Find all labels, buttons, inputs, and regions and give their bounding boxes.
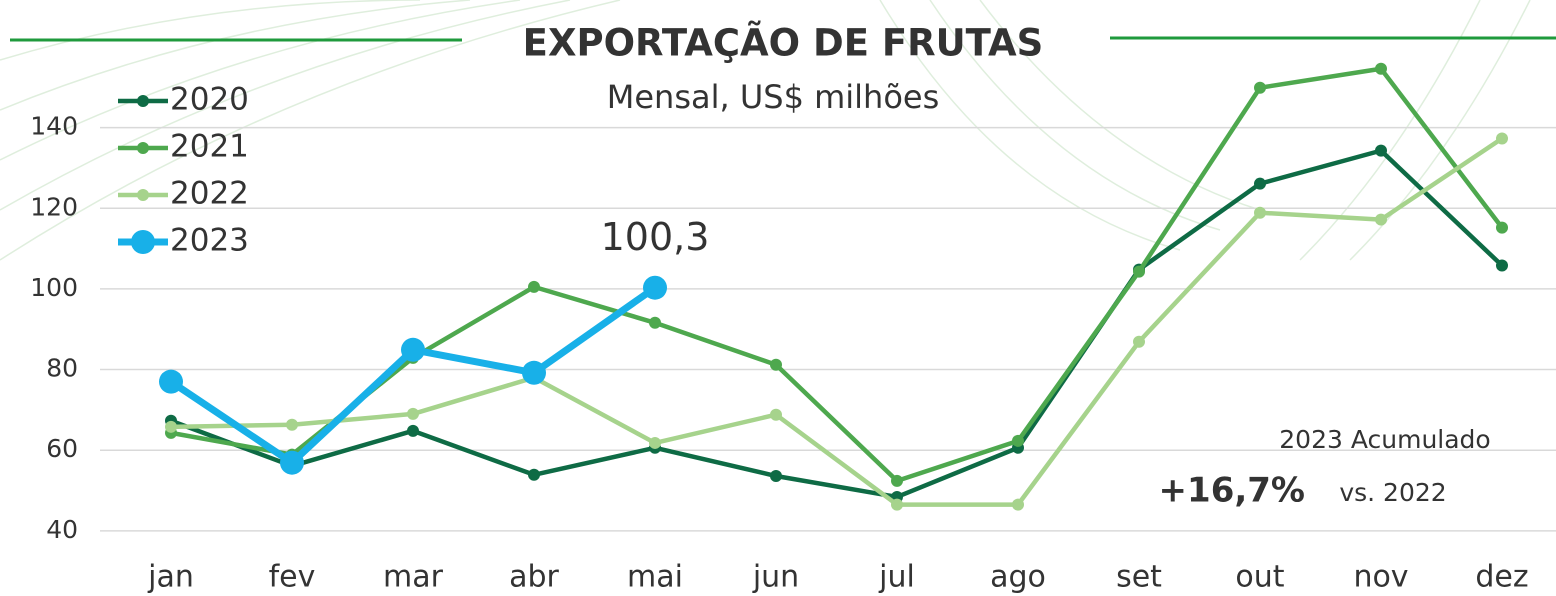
series-line bbox=[170, 136, 1504, 507]
x-tick-label: fev bbox=[269, 560, 316, 595]
annotation: 2023 Acumulado bbox=[1279, 425, 1490, 454]
chart-title: EXPORTAÇÃO DE FRUTAS bbox=[523, 21, 1044, 65]
data-point bbox=[1012, 498, 1024, 511]
data-point bbox=[649, 316, 661, 329]
data-point bbox=[165, 420, 177, 433]
data-point bbox=[770, 470, 782, 483]
x-tick-label: abr bbox=[509, 560, 559, 595]
legend-label: 2023 bbox=[170, 223, 249, 259]
data-point bbox=[1254, 177, 1266, 190]
data-point bbox=[1254, 81, 1266, 94]
data-point bbox=[401, 337, 425, 362]
data-point bbox=[1496, 259, 1508, 272]
data-point bbox=[286, 418, 298, 431]
y-tick-label: 60 bbox=[46, 434, 78, 463]
x-tick-label: mar bbox=[383, 560, 444, 595]
data-point bbox=[280, 450, 304, 475]
data-point bbox=[1496, 221, 1508, 234]
data-point bbox=[1375, 62, 1387, 75]
x-tick-label: out bbox=[1235, 560, 1284, 595]
x-tick-label: jun bbox=[752, 560, 799, 595]
legend-label: 2020 bbox=[170, 82, 249, 118]
x-tick-label: set bbox=[1116, 560, 1162, 595]
x-tick-label: jan bbox=[147, 560, 194, 595]
data-point bbox=[407, 424, 419, 437]
y-tick-label: 40 bbox=[46, 515, 78, 544]
legend-marker bbox=[137, 142, 149, 154]
chart-subtitle: Mensal, US$ milhões bbox=[607, 78, 940, 116]
annotation: vs. 2022 bbox=[1339, 478, 1446, 507]
x-tick-label: dez bbox=[1475, 560, 1528, 595]
annotation: +16,7% bbox=[1159, 471, 1305, 511]
data-point bbox=[891, 474, 903, 487]
background-decoration bbox=[0, 0, 1531, 261]
data-point bbox=[643, 275, 667, 300]
y-tick-label: 120 bbox=[30, 192, 78, 221]
data-point bbox=[1133, 265, 1145, 278]
x-tick-label: mai bbox=[627, 560, 683, 595]
data-point bbox=[1375, 213, 1387, 226]
y-tick-label: 80 bbox=[46, 354, 78, 383]
y-tick-label: 100 bbox=[30, 273, 78, 302]
data-point bbox=[528, 280, 540, 293]
data-point bbox=[891, 498, 903, 511]
x-tick-label: nov bbox=[1353, 560, 1408, 595]
data-point bbox=[159, 369, 183, 394]
legend-label: 2022 bbox=[170, 176, 249, 212]
data-point bbox=[528, 468, 540, 481]
x-tick-label: ago bbox=[990, 560, 1046, 595]
data-point bbox=[1496, 132, 1508, 145]
legend-label: 2021 bbox=[170, 129, 249, 165]
legend-marker bbox=[131, 230, 155, 254]
data-point bbox=[649, 436, 661, 449]
data-point bbox=[1012, 434, 1024, 447]
data-point bbox=[407, 407, 419, 420]
series-line bbox=[170, 148, 1504, 500]
legend-marker bbox=[137, 95, 149, 107]
data-label: 100,3 bbox=[601, 215, 710, 259]
data-point bbox=[522, 360, 546, 385]
data-point bbox=[770, 358, 782, 371]
legend-marker bbox=[137, 189, 149, 201]
y-tick-label: 140 bbox=[30, 112, 78, 141]
x-tick-label: jul bbox=[878, 560, 915, 595]
data-point bbox=[1133, 335, 1145, 348]
series-line bbox=[170, 66, 1504, 484]
data-point bbox=[1254, 206, 1266, 219]
data-point bbox=[770, 408, 782, 421]
data-point bbox=[1375, 144, 1387, 157]
